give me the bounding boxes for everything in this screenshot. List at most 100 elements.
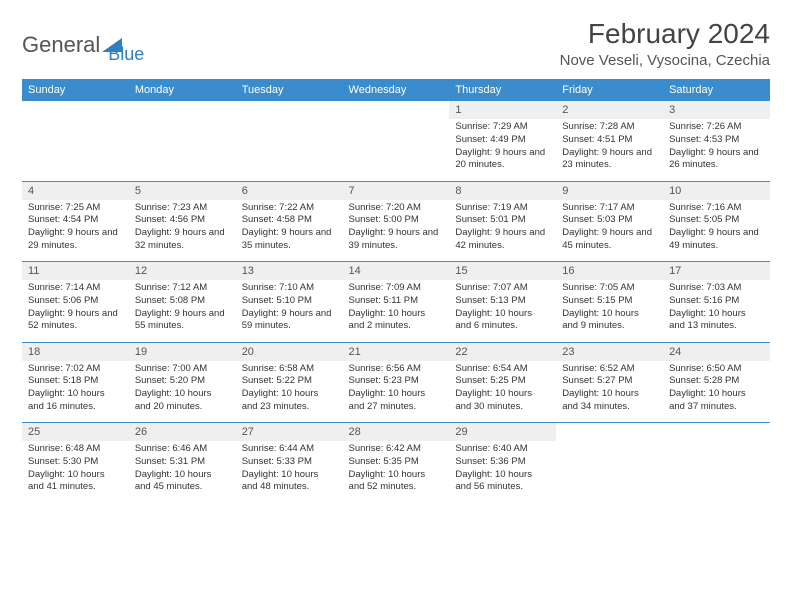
day-details-cell: Sunrise: 6:40 AMSunset: 5:36 PMDaylight:… (449, 441, 556, 503)
sunrise-text: Sunrise: 7:25 AM (28, 202, 123, 215)
day-number-cell: 24 (663, 343, 770, 361)
day-details-cell: Sunrise: 6:50 AMSunset: 5:28 PMDaylight:… (663, 361, 770, 423)
sunrise-text: Sunrise: 7:02 AM (28, 363, 123, 376)
sunset-text: Sunset: 4:49 PM (455, 134, 550, 147)
sunset-text: Sunset: 5:27 PM (562, 375, 657, 388)
sunrise-text: Sunrise: 6:48 AM (28, 443, 123, 456)
sunrise-text: Sunrise: 7:07 AM (455, 282, 550, 295)
sunset-text: Sunset: 4:58 PM (242, 214, 337, 227)
sunset-text: Sunset: 5:03 PM (562, 214, 657, 227)
daylight-text: Daylight: 10 hours and 6 minutes. (455, 308, 550, 334)
month-title: February 2024 (560, 18, 770, 50)
sunset-text: Sunset: 5:22 PM (242, 375, 337, 388)
sunrise-text: Sunrise: 7:26 AM (669, 121, 764, 134)
day-header: Friday (556, 79, 663, 101)
day-details-cell: Sunrise: 6:54 AMSunset: 5:25 PMDaylight:… (449, 361, 556, 423)
day-number-cell: 9 (556, 182, 663, 200)
day-details-cell: Sunrise: 6:58 AMSunset: 5:22 PMDaylight:… (236, 361, 343, 423)
day-details-row: Sunrise: 7:14 AMSunset: 5:06 PMDaylight:… (22, 280, 770, 342)
day-number-cell: 19 (129, 343, 236, 361)
day-number-cell: 3 (663, 101, 770, 119)
day-details-row: Sunrise: 6:48 AMSunset: 5:30 PM Daylight:… (22, 441, 770, 503)
sunrise-text: Sunrise: 6:42 AM (349, 443, 444, 456)
sunrise-text: Sunrise: 7:10 AM (242, 282, 337, 295)
day-header: Sunday (22, 79, 129, 101)
day-details-row: Sunrise: 7:02 AMSunset: 5:18 PMDaylight:… (22, 361, 770, 423)
header: General Blue February 2024 Nove Veseli, … (22, 18, 770, 69)
daylight-text: Daylight: 10 hours and 23 minutes. (242, 388, 337, 414)
sunrise-text: Sunrise: 7:23 AM (135, 202, 230, 215)
day-number-row: 45678910 (22, 182, 770, 200)
day-details-cell: Sunrise: 7:28 AMSunset: 4:51 PMDaylight:… (556, 119, 663, 181)
daylight-text: Daylight: 9 hours and 49 minutes. (669, 227, 764, 253)
sunrise-text: Sunrise: 7:19 AM (455, 202, 550, 215)
day-number-cell: 14 (343, 262, 450, 280)
daylight-text: Daylight: 9 hours and 35 minutes. (242, 227, 337, 253)
sunset-text: Sunset: 5:00 PM (349, 214, 444, 227)
day-number-cell: 16 (556, 262, 663, 280)
logo-text-1: General (22, 32, 100, 58)
day-details-cell: Sunrise: 6:44 AMSunset: 5:33 PMDaylight:… (236, 441, 343, 503)
day-details-cell: Sunrise: 7:05 AMSunset: 5:15 PMDaylight:… (556, 280, 663, 342)
daylight-text: Daylight: 9 hours and 39 minutes. (349, 227, 444, 253)
day-details-cell: Sunrise: 7:20 AMSunset: 5:00 PMDaylight:… (343, 200, 450, 262)
day-number-cell: 29 (449, 423, 556, 441)
sunset-text: Sunset: 4:56 PM (135, 214, 230, 227)
daylight-text: Daylight: 9 hours and 45 minutes. (562, 227, 657, 253)
day-number-cell (343, 101, 450, 119)
day-details-cell: Sunrise: 7:25 AMSunset: 4:54 PMDaylight:… (22, 200, 129, 262)
sunrise-text: Sunrise: 6:40 AM (455, 443, 550, 456)
day-header: Tuesday (236, 79, 343, 101)
sunset-text: Sunset: 5:23 PM (349, 375, 444, 388)
daylight-text: Daylight: 10 hours and 20 minutes. (135, 388, 230, 414)
sunset-text: Sunset: 5:28 PM (669, 375, 764, 388)
day-details-cell: Sunrise: 6:52 AMSunset: 5:27 PMDaylight:… (556, 361, 663, 423)
sunset-text: Sunset: 5:30 PM (28, 456, 123, 469)
sunrise-text: Sunrise: 7:17 AM (562, 202, 657, 215)
sunrise-text: Sunrise: 7:12 AM (135, 282, 230, 295)
day-details-cell (556, 441, 663, 503)
logo-text-2: Blue (108, 44, 144, 65)
day-number-cell: 13 (236, 262, 343, 280)
day-details-cell (236, 119, 343, 181)
day-number-cell: 10 (663, 182, 770, 200)
sunset-text: Sunset: 5:13 PM (455, 295, 550, 308)
daylight-text: Daylight: 9 hours and 59 minutes. (242, 308, 337, 334)
sunrise-text: Sunrise: 6:44 AM (242, 443, 337, 456)
sunrise-text: Sunrise: 7:09 AM (349, 282, 444, 295)
daylight-text: Daylight: 10 hours and 16 minutes. (28, 388, 123, 414)
sunrise-text: Sunrise: 6:56 AM (349, 363, 444, 376)
sunset-text: Sunset: 5:25 PM (455, 375, 550, 388)
sunset-text: Sunset: 5:20 PM (135, 375, 230, 388)
location-text: Nove Veseli, Vysocina, Czechia (560, 52, 770, 69)
day-number-cell (236, 101, 343, 119)
sunset-text: Sunset: 5:36 PM (455, 456, 550, 469)
day-number-cell: 20 (236, 343, 343, 361)
sunrise-text: Sunrise: 7:20 AM (349, 202, 444, 215)
day-header: Wednesday (343, 79, 450, 101)
day-details-cell: Sunrise: 6:48 AMSunset: 5:30 PMDaylight:… (22, 441, 129, 503)
daylight-text: Daylight: 10 hours and 34 minutes. (562, 388, 657, 414)
day-number-cell (129, 101, 236, 119)
sunset-text: Sunset: 5:05 PM (669, 214, 764, 227)
sunrise-text: Sunrise: 7:03 AM (669, 282, 764, 295)
day-number-row: 18192021222324 (22, 343, 770, 361)
daylight-text: Daylight: 9 hours and 32 minutes. (135, 227, 230, 253)
day-header-row: Sunday Monday Tuesday Wednesday Thursday… (22, 79, 770, 101)
sunrise-text: Sunrise: 7:22 AM (242, 202, 337, 215)
daylight-text: Daylight: 9 hours and 20 minutes. (455, 147, 550, 173)
sunrise-text: Sunrise: 6:50 AM (669, 363, 764, 376)
sunset-text: Sunset: 5:11 PM (349, 295, 444, 308)
daylight-text: Daylight: 10 hours and 45 minutes. (135, 469, 230, 495)
day-number-cell: 23 (556, 343, 663, 361)
daylight-text: Daylight: 10 hours and 9 minutes. (562, 308, 657, 334)
day-number-cell: 12 (129, 262, 236, 280)
day-number-cell (663, 423, 770, 441)
daylight-text: Daylight: 9 hours and 42 minutes. (455, 227, 550, 253)
sunset-text: Sunset: 5:10 PM (242, 295, 337, 308)
day-number-cell: 5 (129, 182, 236, 200)
day-number-cell: 25 (22, 423, 129, 441)
calendar-table: Sunday Monday Tuesday Wednesday Thursday… (22, 79, 770, 503)
day-details-cell: Sunrise: 7:26 AMSunset: 4:53 PMDaylight:… (663, 119, 770, 181)
day-number-row: 11121314151617 (22, 262, 770, 280)
